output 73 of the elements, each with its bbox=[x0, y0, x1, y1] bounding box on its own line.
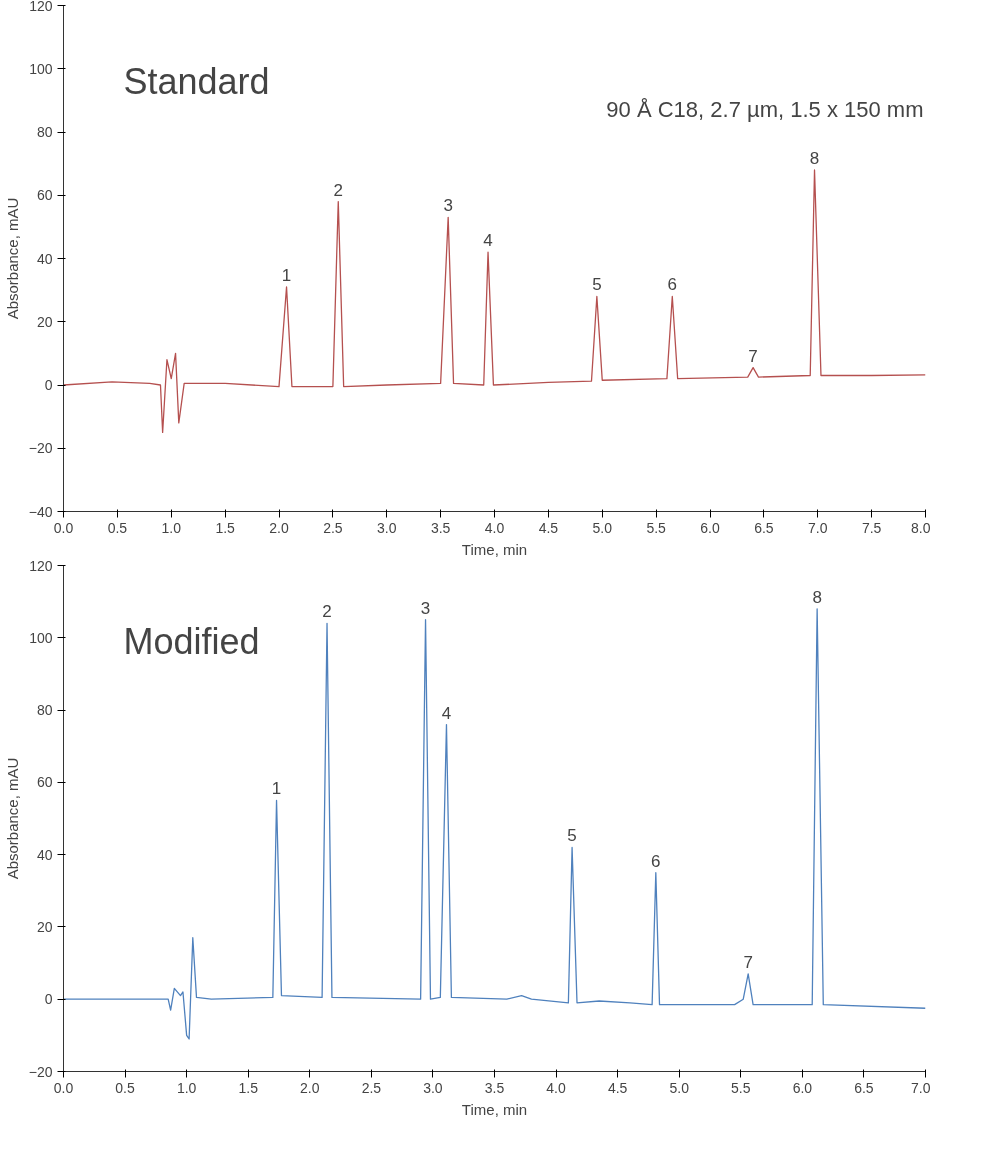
annotation: 3 bbox=[443, 196, 453, 216]
y-tick-label: 120 bbox=[29, 557, 53, 574]
y-tick-label: 40 bbox=[36, 250, 53, 267]
x-tick-label: 2.5 bbox=[361, 1079, 382, 1096]
y-tick-label: 60 bbox=[36, 187, 53, 204]
text: Standard bbox=[123, 60, 270, 102]
x-tick-label: 4.0 bbox=[484, 519, 505, 536]
x-tick-label: 5.0 bbox=[592, 519, 613, 536]
x-tick-label: 6.5 bbox=[754, 519, 774, 536]
x-tick-label: 2.0 bbox=[269, 519, 289, 536]
y-axis-title: Absorbance, mAU bbox=[3, 757, 21, 880]
y-tick-label: −20 bbox=[28, 1063, 53, 1080]
x-tick-label: 0.5 bbox=[115, 1079, 136, 1096]
x-axis-title: Time, min bbox=[461, 540, 528, 558]
annotation: 7 bbox=[743, 952, 753, 972]
x-tick-label: 1.5 bbox=[238, 1079, 259, 1096]
x-tick-label: 3.0 bbox=[423, 1079, 443, 1096]
x-tick-label: 5.0 bbox=[669, 1079, 690, 1096]
x-tick-label: 3.5 bbox=[430, 519, 451, 536]
annotation: 4 bbox=[441, 703, 452, 723]
x-tick-label: 1.0 bbox=[176, 1079, 197, 1096]
annotation: 5 bbox=[567, 826, 577, 846]
x-tick-label: 7.0 bbox=[808, 519, 828, 536]
x-tick-label: 7.0 bbox=[911, 1079, 931, 1096]
y-tick-label: −20 bbox=[28, 440, 53, 457]
x-tick-label: 3.0 bbox=[377, 519, 397, 536]
y-tick-label: 40 bbox=[36, 846, 53, 863]
x-tick-label: 0.5 bbox=[107, 519, 128, 536]
annotation: 2 bbox=[333, 180, 343, 200]
annotation: 5 bbox=[592, 275, 602, 295]
x-tick-label: 6.5 bbox=[854, 1079, 874, 1096]
x-tick-label: 7.5 bbox=[861, 519, 882, 536]
annotation: 1 bbox=[281, 265, 292, 285]
annotation: 8 bbox=[809, 148, 820, 168]
x-tick-label: 1.0 bbox=[161, 519, 182, 536]
x-tick-label: 8.0 bbox=[911, 519, 931, 536]
y-tick-label: 80 bbox=[36, 702, 53, 719]
y-tick-label: 20 bbox=[36, 313, 53, 330]
annotation: 90 Å C18, 2.7 µm, 1.5 x 150 mm bbox=[606, 96, 924, 122]
annotation: 6 bbox=[667, 275, 678, 295]
x-tick-label: 2.0 bbox=[300, 1079, 320, 1096]
x-tick-label: 0.0 bbox=[53, 1079, 74, 1096]
text: Modified bbox=[123, 620, 260, 662]
annotation: 3 bbox=[420, 598, 431, 618]
x-tick-label: 4.5 bbox=[607, 1079, 628, 1096]
y-tick-label: 80 bbox=[36, 124, 53, 140]
y-tick-label: −40 bbox=[28, 503, 53, 520]
x-tick-label: 2.5 bbox=[323, 519, 343, 536]
x-tick-label: 0.0 bbox=[53, 519, 74, 536]
x-tick-label: 1.5 bbox=[215, 519, 236, 536]
y-axis-title: Absorbance, mAU bbox=[3, 197, 21, 320]
annotation: 8 bbox=[812, 587, 822, 607]
x-tick-label: 6.0 bbox=[792, 1079, 813, 1096]
y-tick-label: 0 bbox=[44, 991, 53, 1008]
annotation: 1 bbox=[271, 779, 282, 799]
annotation: 6 bbox=[651, 851, 661, 871]
y-tick-label: 20 bbox=[36, 918, 53, 935]
annotation: 4 bbox=[483, 231, 493, 251]
annotation: 2 bbox=[322, 602, 332, 622]
y-tick-label: 100 bbox=[29, 629, 53, 646]
x-tick-label: 5.5 bbox=[731, 1079, 751, 1096]
y-tick-label: 0 bbox=[44, 377, 53, 393]
annotation: 7 bbox=[748, 346, 758, 366]
x-tick-label: 4.0 bbox=[546, 1079, 567, 1096]
x-tick-label: 4.5 bbox=[538, 519, 559, 536]
y-tick-label: 60 bbox=[36, 774, 53, 791]
x-tick-label: 6.0 bbox=[700, 519, 720, 536]
x-tick-label: 3.5 bbox=[484, 1079, 505, 1096]
line-series bbox=[63, 169, 926, 434]
y-tick-label: 100 bbox=[29, 60, 53, 77]
y-tick-label: 120 bbox=[29, 0, 53, 14]
x-axis-title: Time, min bbox=[461, 1100, 528, 1118]
x-tick-label: 5.5 bbox=[646, 519, 667, 536]
